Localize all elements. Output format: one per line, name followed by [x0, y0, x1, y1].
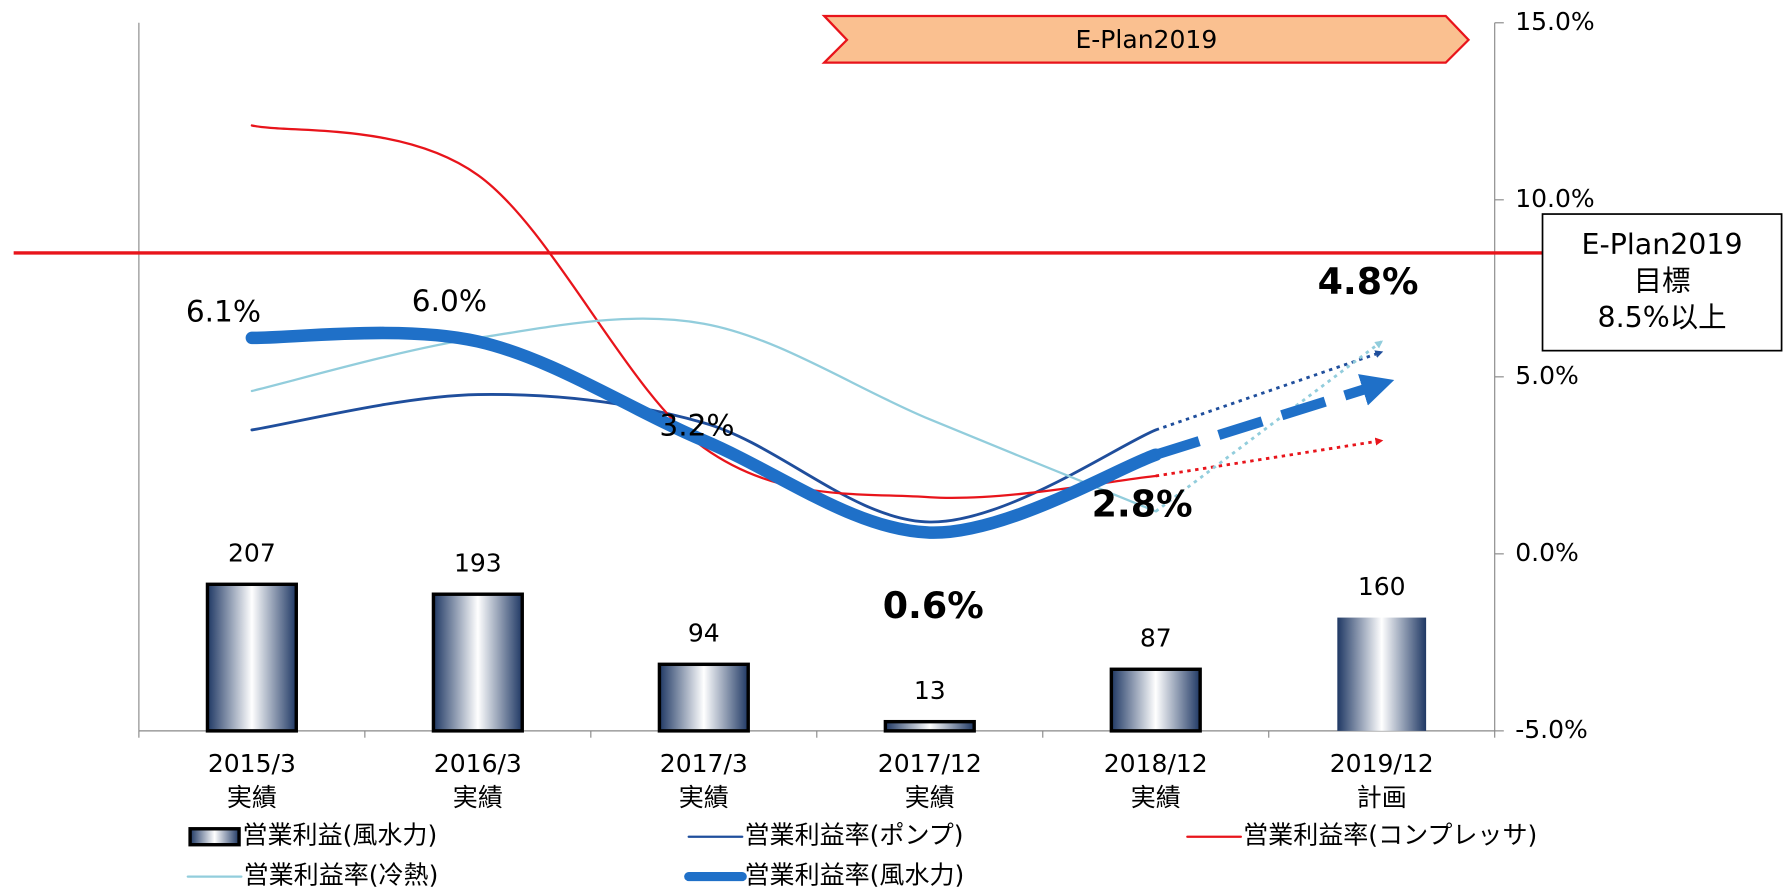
- legend-bar-swatch: [188, 827, 241, 847]
- target-label: E-Plan2019: [1581, 228, 1742, 261]
- bar-value-label: 160: [1358, 572, 1406, 601]
- legend-label: 営業利益率(冷熱): [244, 861, 439, 888]
- y2-tick-label: 15.0%: [1515, 7, 1595, 36]
- bar-value-label: 87: [1140, 624, 1172, 653]
- legend-label: 営業利益(風水力): [242, 821, 437, 850]
- x-tick-note: 計画: [1357, 783, 1407, 812]
- series-value-label: 2.8%: [1092, 482, 1193, 525]
- x-tick-label: 2018/12: [1104, 749, 1208, 778]
- forecast-segment: [1154, 374, 1395, 460]
- y2-tick-label: -5.0%: [1515, 715, 1588, 744]
- banner-arrow: [821, 14, 1471, 64]
- target-label: 目標: [1634, 264, 1691, 297]
- x-tick-note: 実績: [1131, 783, 1181, 812]
- legend-label: 営業利益率(ポンプ): [745, 821, 964, 850]
- x-tick-note: 実績: [679, 783, 729, 812]
- x-tick-label: 2019/12: [1330, 749, 1434, 778]
- y2-tick-label: 5.0%: [1515, 361, 1579, 390]
- bar: [1109, 667, 1202, 733]
- bar: [1337, 617, 1427, 731]
- bar-value-label: 207: [228, 539, 276, 568]
- x-tick-label: 2017/3: [660, 749, 748, 778]
- bar: [431, 592, 524, 733]
- y2-tick-label: 10.0%: [1515, 184, 1595, 213]
- x-tick-label: 2017/12: [878, 749, 982, 778]
- series-value-label: 4.8%: [1318, 260, 1419, 303]
- target-box: [1541, 213, 1783, 352]
- series-value-label: 0.6%: [883, 584, 984, 627]
- forecast-segment: [1155, 437, 1384, 478]
- legend-label: 営業利益率(風水力): [745, 861, 965, 888]
- bar-value-label: 13: [914, 676, 946, 705]
- series-value-label: 3.2%: [659, 408, 734, 442]
- bar: [883, 719, 976, 733]
- series-line: [250, 317, 1157, 513]
- banner-text: E-Plan2019: [1075, 25, 1217, 54]
- series-line: [250, 393, 1158, 524]
- series-value-label: 6.0%: [412, 284, 487, 318]
- x-tick-label: 2016/3: [434, 749, 522, 778]
- bar: [205, 582, 298, 733]
- x-tick-note: 実績: [905, 783, 955, 812]
- y2-tick-label: 0.0%: [1515, 538, 1579, 567]
- bar-value-label: 193: [454, 549, 502, 578]
- x-tick-note: 実績: [227, 783, 277, 812]
- series-value-label: 6.1%: [186, 294, 261, 328]
- bar: [657, 662, 750, 733]
- legend-label: 営業利益率(コンプレッサ): [1243, 821, 1537, 850]
- bar-value-label: 94: [688, 619, 720, 648]
- series-line: [245, 326, 1163, 539]
- x-tick-note: 実績: [453, 783, 503, 812]
- target-label: 8.5%以上: [1597, 301, 1726, 334]
- x-tick-label: 2015/3: [208, 749, 296, 778]
